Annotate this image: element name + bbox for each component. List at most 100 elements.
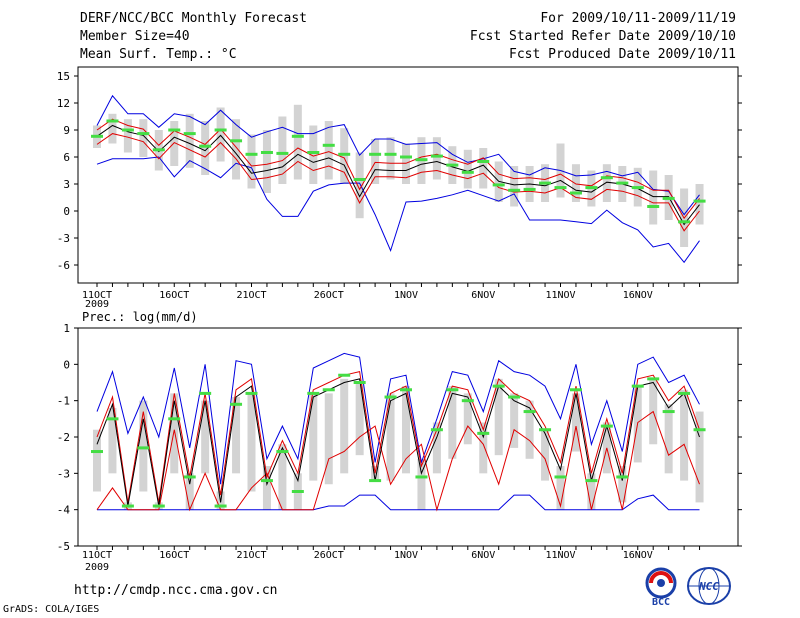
temp-observed-marker [600, 176, 613, 180]
prec-y-tick-label: 1 [63, 322, 70, 335]
temp-observed-marker [214, 128, 227, 132]
temp-x-tick-label: 16NOV [623, 290, 653, 301]
prec-observed-marker [508, 395, 521, 399]
ncc-logo-text: NCC [698, 580, 719, 593]
temp-observed-marker [384, 152, 397, 156]
temp-x-tick-label: 1NOV [394, 290, 418, 301]
temp-spread-box [649, 170, 658, 225]
temp-y-tick-label: -3 [57, 232, 70, 245]
temp-observed-marker [307, 151, 320, 154]
prec-observed-marker [121, 504, 134, 508]
temp-observed-marker [616, 181, 629, 185]
chart-title: DERF/NCC/BCC Monthly Forecast [80, 11, 307, 26]
prec-x-tick-label: 26OCT [314, 550, 344, 561]
temp-observed-marker [168, 128, 181, 132]
temp-observed-marker [631, 186, 644, 190]
temp-x-tick-label: 26OCT [314, 290, 344, 301]
temp-observed-marker [461, 170, 474, 174]
temp-x-tick-label: 16OCT [159, 290, 189, 301]
prec-spread-box [448, 386, 457, 459]
source-url[interactable]: http://cmdp.ncc.cma.gov.cn [74, 583, 278, 598]
temp-observed-marker [199, 144, 212, 148]
prec-x-tick-label: 16OCT [159, 550, 189, 561]
prec-spread-box [139, 400, 148, 492]
temp-spread-box [278, 116, 287, 184]
temp-observed-marker [183, 132, 196, 136]
prec-observed-marker [106, 417, 119, 421]
prec-observed-marker [199, 391, 212, 395]
prec-spread-box [571, 393, 580, 452]
prec-spread-box [463, 393, 472, 445]
prec-spread-box [695, 411, 704, 503]
prec-observed-marker [415, 475, 428, 479]
temp-observed-marker [554, 186, 567, 190]
prec-observed-marker [461, 399, 474, 403]
temp-spread-box [185, 113, 194, 168]
temp-spread-box [355, 152, 364, 219]
prec-observed-marker [307, 391, 320, 395]
temp-observed-marker [353, 178, 366, 181]
temp-max-line [96, 156, 700, 264]
prec-spread-box [479, 422, 488, 474]
temp-observed-marker [137, 132, 150, 136]
prec-spread-box [232, 397, 241, 474]
temp-observed-marker [106, 119, 119, 123]
temp-observed-marker [415, 158, 428, 162]
temp-observed-marker [152, 148, 165, 152]
prec-spread-box [664, 404, 673, 474]
prec-observed-marker [631, 384, 644, 388]
prec-observed-marker [338, 373, 351, 377]
prec-observed-marker [569, 388, 582, 392]
prec-spread-box [417, 458, 426, 510]
temp-observed-marker [678, 220, 691, 224]
temp-observed-marker [369, 152, 382, 156]
prec-observed-marker [554, 475, 567, 479]
temp-spread-box [309, 125, 318, 184]
prec-max-line [97, 494, 700, 511]
prec-spread-box [324, 393, 333, 485]
temp-mean-line [96, 124, 700, 226]
prec-observed-marker [616, 475, 629, 479]
fcst-started-date: Fcst Started Refer Date 2009/10/10 [469, 29, 736, 44]
temp-observed-marker [585, 186, 598, 190]
temp-spread-box [695, 184, 704, 225]
prec-observed-marker [322, 388, 335, 392]
temp-spread-box [324, 121, 333, 180]
prec-x-tick-label: 6NOV [471, 550, 495, 561]
prec-spread-box [170, 393, 179, 474]
temp-observed-marker [647, 205, 660, 208]
temp-spread-box [293, 104, 302, 180]
prec-observed-marker [91, 450, 103, 454]
prec-spread-box [587, 473, 596, 510]
temp-observed-marker [291, 134, 304, 138]
prec-spread-box [355, 382, 364, 456]
temp-x-tick-label: 11OCT [82, 290, 112, 301]
grads-credit: GrADS: COLA/IGES [3, 604, 100, 615]
temp-observed-marker [276, 151, 289, 155]
temp-x-year-label: 2009 [85, 299, 109, 310]
prec-observed-marker [137, 446, 150, 450]
temp-spread-box [170, 121, 179, 166]
temp-spread-box [247, 134, 256, 189]
prec-observed-marker [662, 410, 675, 414]
temp-observed-marker [260, 151, 273, 154]
temp-spread-box [432, 137, 441, 180]
temp-spread-box [139, 119, 148, 157]
prec-spread-box [108, 407, 117, 474]
prec-observed-marker [430, 428, 443, 432]
prec-spread-box [386, 393, 395, 481]
temp-spread-box [386, 137, 395, 180]
temp-p10-line [96, 133, 700, 232]
fcst-produced-date: Fcst Produced Date 2009/10/11 [509, 47, 736, 62]
prec-observed-marker [600, 424, 613, 428]
ncc-logo: NCC [687, 567, 731, 605]
temp-p90-line [96, 118, 700, 220]
prec-spread-box [541, 429, 550, 481]
prec-observed-marker [477, 431, 490, 435]
forecast-period: For 2009/10/11-2009/11/19 [540, 11, 736, 26]
temp-observed-marker [446, 163, 459, 167]
temp-y-tick-label: -6 [57, 259, 70, 272]
temp-observed-marker [91, 134, 103, 138]
temp-y-tick-label: 9 [63, 124, 70, 137]
